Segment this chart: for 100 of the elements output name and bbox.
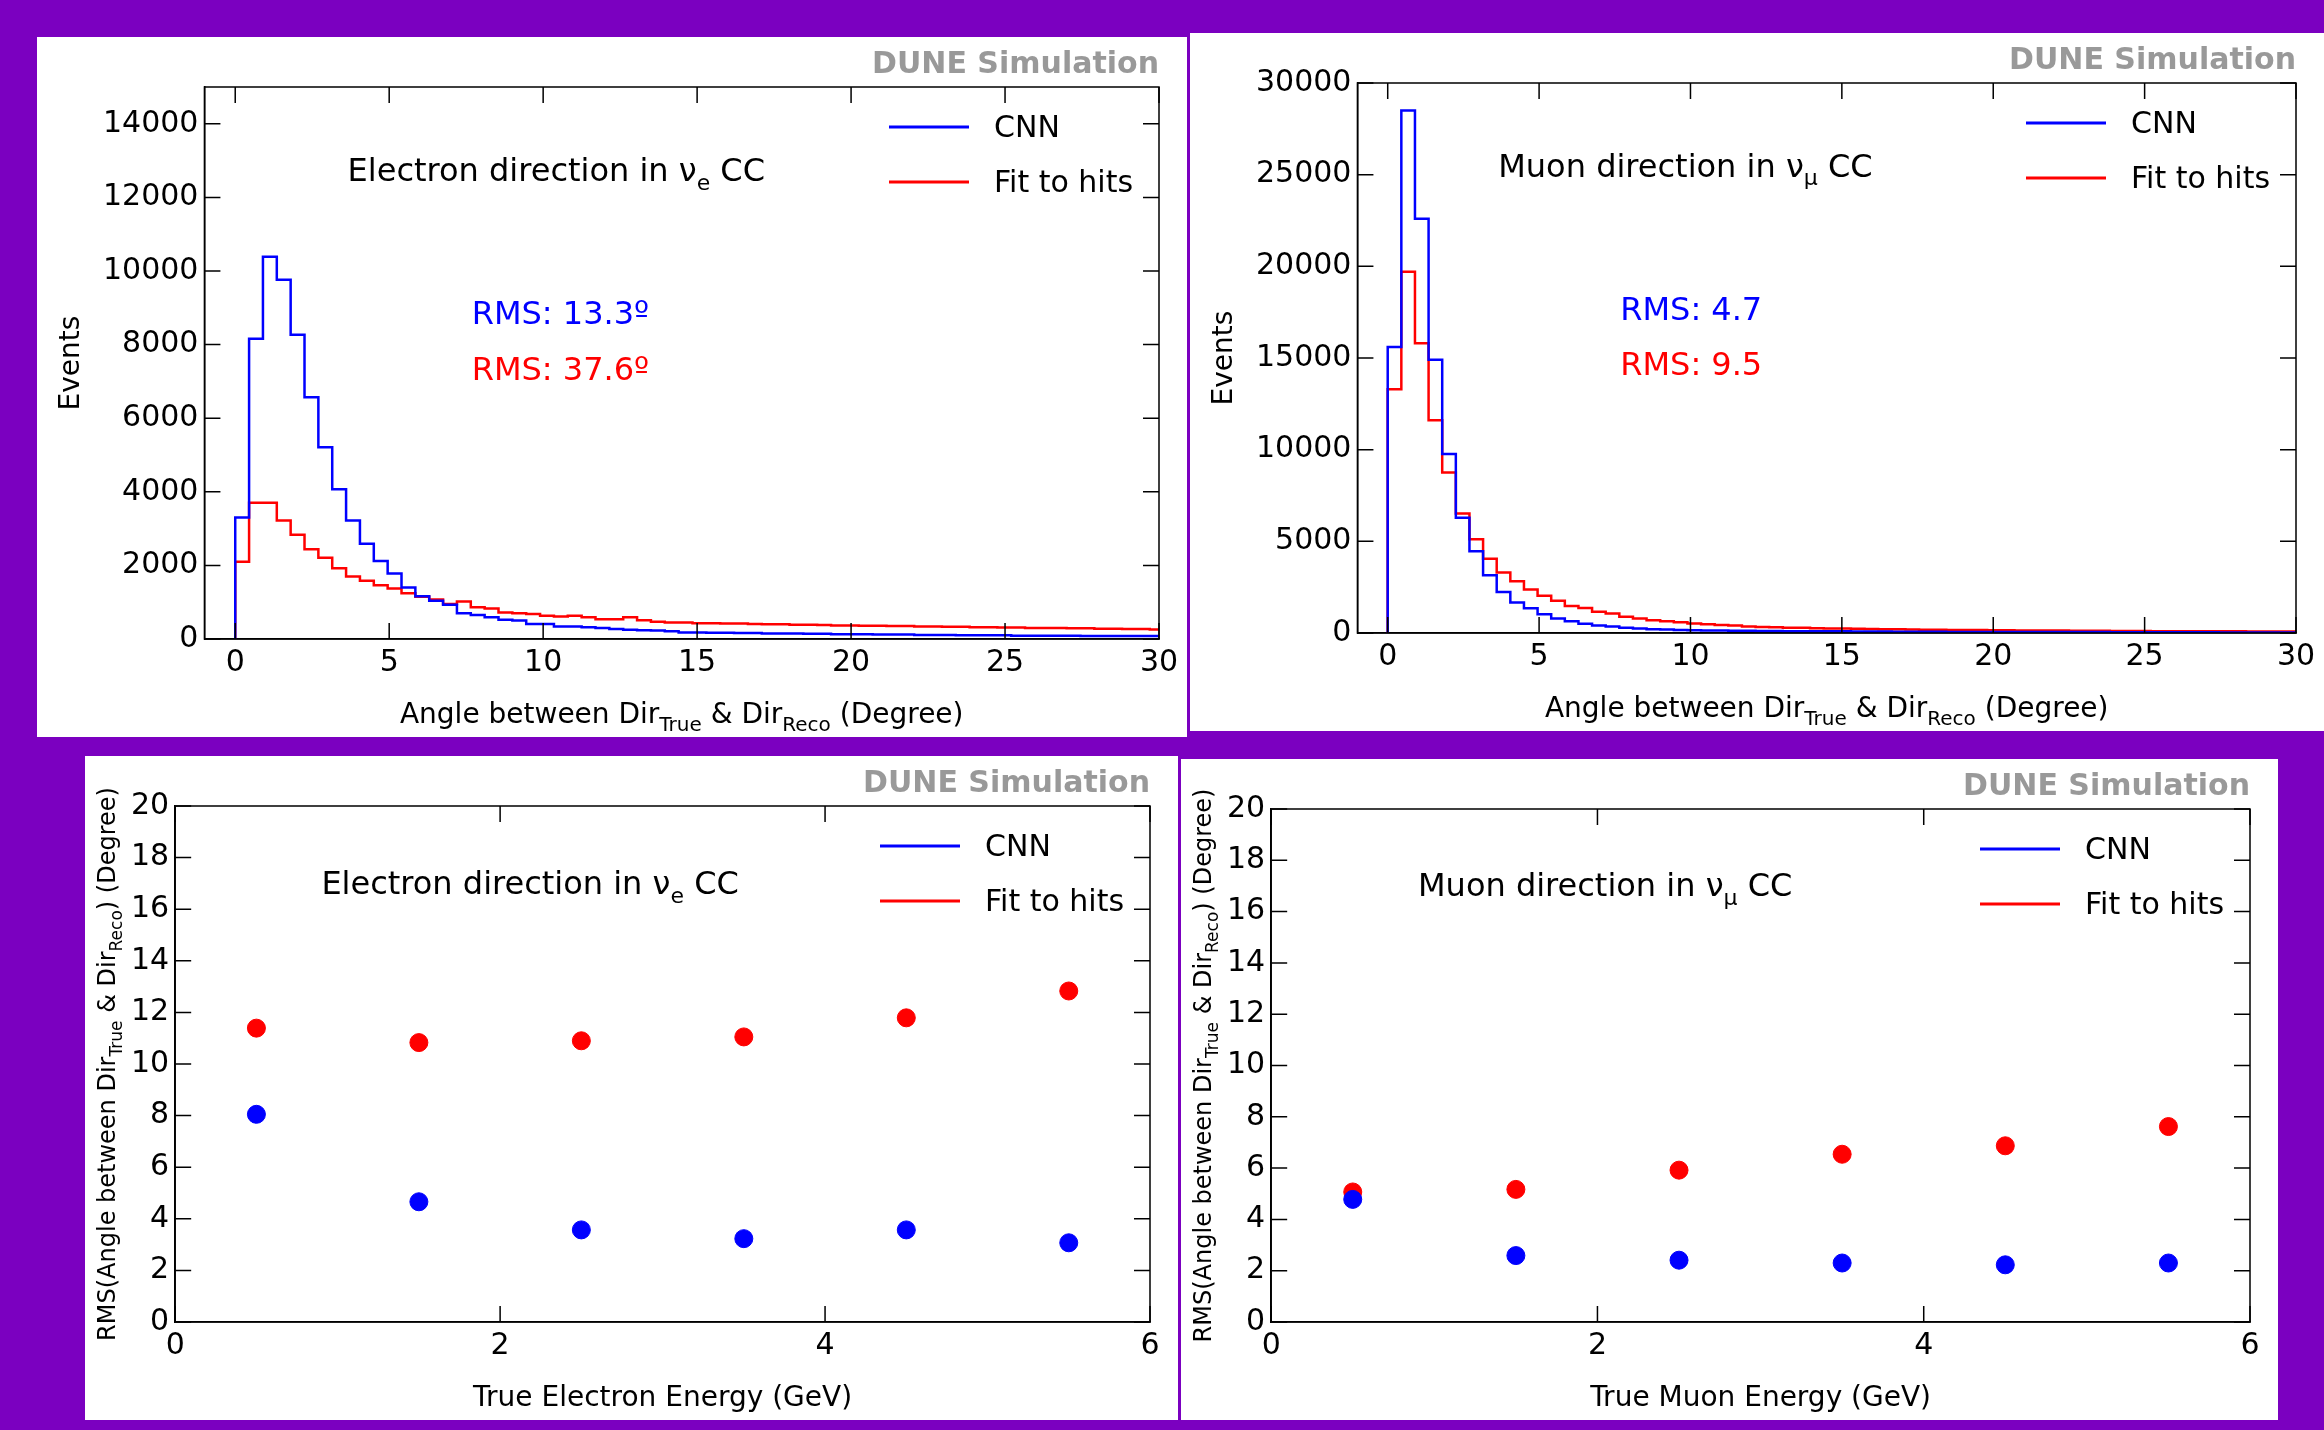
y-tick-label: 16 <box>130 889 170 924</box>
x-tick-label: 15 <box>678 642 717 678</box>
y-tick-label: 6 <box>1246 1147 1266 1183</box>
y-tick-label: 10 <box>130 1043 170 1079</box>
y-tick-label: 20 <box>130 785 170 821</box>
legend-label: CNN <box>2131 105 2197 140</box>
y-axis-title: Events <box>53 315 86 411</box>
x-tick-label: 30 <box>2276 636 2316 672</box>
x-tick-label: 4 <box>1914 1325 1934 1361</box>
point <box>409 1033 429 1053</box>
point <box>1059 981 1079 1001</box>
legend-label: CNN <box>985 828 1051 863</box>
point <box>1669 1250 1689 1270</box>
y-tick-label: 0 <box>1246 1301 1266 1337</box>
annotation: RMS: 13.3º <box>471 294 650 333</box>
y-tick-label: 18 <box>130 837 170 873</box>
x-tick-label: 2 <box>1587 1325 1607 1361</box>
y-tick-label: 0 <box>1332 612 1352 648</box>
legend-label: CNN <box>994 109 1060 144</box>
point <box>2158 1253 2178 1273</box>
y-tick-label: 2000 <box>122 545 199 581</box>
x-tick-label: 20 <box>831 642 871 678</box>
x-tick-label: 25 <box>985 642 1025 678</box>
y-tick-label: 2 <box>150 1250 170 1286</box>
x-tick-label: 20 <box>1974 636 2013 672</box>
x-axis-title: True Muon Energy (GeV) <box>1589 1380 1932 1413</box>
point <box>1506 1246 1526 1266</box>
point <box>246 1018 266 1038</box>
legend-label: Fit to hits <box>985 883 1125 918</box>
point <box>1506 1179 1526 1199</box>
x-tick-label: 15 <box>1822 636 1861 672</box>
y-tick-label: 4 <box>150 1198 170 1234</box>
x-tick-label: 5 <box>1529 636 1549 672</box>
x-tick-label: 2 <box>490 1325 510 1361</box>
x-tick-label: 0 <box>1378 636 1398 672</box>
y-tick-label: 14 <box>130 940 170 976</box>
point <box>1995 1136 2015 1156</box>
annotation: RMS: 37.6º <box>471 349 650 388</box>
y-tick-label: 8000 <box>122 324 199 360</box>
point <box>409 1192 429 1212</box>
y-axis-title: RMS(Angle between DirTrue & DirReco) (Degree) <box>1189 788 1222 1343</box>
point <box>896 1008 916 1028</box>
legend-label: Fit to hits <box>2131 160 2271 195</box>
y-tick-label: 14 <box>1226 942 1266 978</box>
text: DUNE Simulation <box>872 45 1159 80</box>
x-tick-label: 0 <box>225 642 245 678</box>
x-tick-label: 10 <box>1671 636 1710 672</box>
point <box>571 1031 591 1051</box>
x-tick-label: 10 <box>524 642 563 678</box>
y-tick-label: 8 <box>150 1095 170 1131</box>
y-tick-label: 6 <box>150 1147 170 1182</box>
annotation: RMS: 9.5 <box>1620 344 1763 383</box>
text: DUNE Simulation <box>1963 767 2250 802</box>
y-tick-label: 30000 <box>1256 62 1352 98</box>
y-tick-label: 12000 <box>103 177 199 213</box>
y-tick-label: 0 <box>150 1301 170 1337</box>
point <box>1669 1160 1689 1180</box>
y-tick-label: 4000 <box>122 471 199 507</box>
text: DUNE Simulation <box>863 764 1150 799</box>
legend-label: CNN <box>2085 831 2151 866</box>
legend-label: Fit to hits <box>994 164 1134 199</box>
y-tick-label: 12 <box>130 992 170 1028</box>
y-axis-title: Events <box>1206 310 1239 406</box>
legend-label: Fit to hits <box>2085 886 2225 921</box>
point <box>1832 1144 1852 1164</box>
y-tick-label: 16 <box>1226 891 1266 927</box>
point <box>734 1027 754 1047</box>
y-tick-label: 10000 <box>1256 429 1352 465</box>
point <box>2158 1117 2178 1137</box>
y-tick-label: 4 <box>1246 1199 1266 1235</box>
y-tick-label: 14000 <box>103 103 199 139</box>
y-tick-label: 20 <box>1226 788 1266 824</box>
point <box>571 1220 591 1240</box>
y-tick-label: 12 <box>1226 994 1266 1029</box>
y-tick-label: 5000 <box>1275 521 1352 557</box>
y-tick-label: 6000 <box>122 398 199 433</box>
y-axis-title: RMS(Angle between DirTrue & DirReco) (Degree) <box>93 787 126 1341</box>
point <box>1995 1255 2015 1275</box>
y-tick-label: 2 <box>1246 1250 1266 1286</box>
x-tick-label: 6 <box>2240 1325 2260 1361</box>
y-tick-label: 10 <box>1226 1045 1266 1081</box>
x-tick-label: 30 <box>1139 642 1179 678</box>
y-tick-label: 20000 <box>1256 246 1352 282</box>
point <box>246 1104 266 1124</box>
y-tick-label: 15000 <box>1256 337 1352 373</box>
x-axis-title: True Electron Energy (GeV) <box>472 1380 853 1413</box>
x-tick-label: 5 <box>379 642 399 678</box>
x-tick-label: 4 <box>815 1325 835 1361</box>
text: DUNE Simulation <box>2009 41 2296 76</box>
y-tick-label: 18 <box>1226 840 1266 876</box>
y-tick-label: 8 <box>1246 1096 1266 1132</box>
y-tick-label: 10000 <box>103 250 199 286</box>
point <box>1059 1233 1079 1253</box>
point <box>734 1229 754 1249</box>
point <box>896 1220 916 1240</box>
y-tick-label: 25000 <box>1256 154 1352 190</box>
annotation: RMS: 4.7 <box>1620 289 1763 328</box>
point <box>1832 1253 1852 1273</box>
x-tick-label: 6 <box>1140 1325 1160 1361</box>
x-tick-label: 25 <box>2125 636 2164 672</box>
